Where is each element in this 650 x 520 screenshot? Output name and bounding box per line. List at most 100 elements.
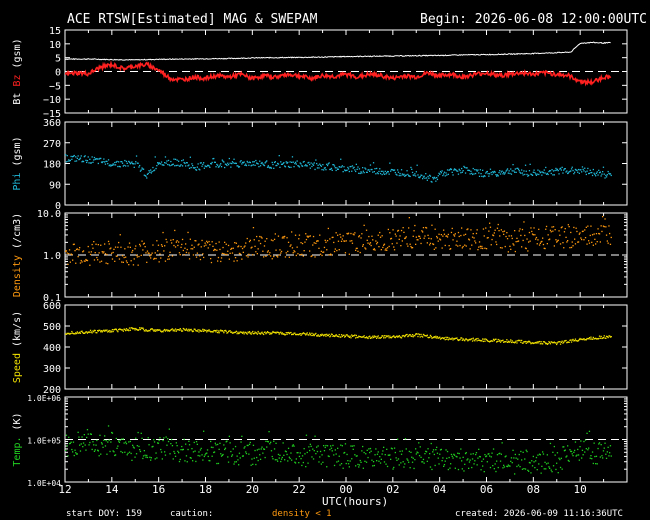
data-point xyxy=(282,442,284,444)
data-point xyxy=(488,340,490,343)
data-point xyxy=(252,164,255,166)
data-point xyxy=(413,174,415,177)
data-point xyxy=(292,444,294,446)
data-point xyxy=(284,235,286,238)
data-point xyxy=(264,331,266,333)
data-point xyxy=(453,454,456,456)
data-point xyxy=(594,173,596,176)
data-point xyxy=(475,452,478,454)
data-point xyxy=(300,163,302,165)
data-point xyxy=(534,467,536,469)
data-point xyxy=(492,448,495,450)
data-point xyxy=(153,258,155,260)
data-point xyxy=(227,332,229,334)
data-point xyxy=(305,434,308,436)
data-point xyxy=(368,169,370,171)
data-point xyxy=(127,452,129,454)
data-point xyxy=(532,171,534,173)
data-point xyxy=(245,451,247,453)
data-point xyxy=(471,244,473,246)
data-point xyxy=(206,452,208,454)
data-point xyxy=(307,162,309,164)
data-point xyxy=(531,460,533,462)
data-point xyxy=(258,240,260,242)
data-point xyxy=(351,170,353,172)
data-point xyxy=(596,463,598,465)
data-point xyxy=(598,335,601,337)
data-point xyxy=(350,337,352,339)
data-point xyxy=(398,464,400,466)
data-point xyxy=(570,246,573,249)
data-point xyxy=(567,172,569,175)
data-point xyxy=(599,337,601,339)
data-point xyxy=(230,450,232,453)
data-point xyxy=(139,245,142,247)
data-point xyxy=(157,244,160,246)
data-point xyxy=(317,240,319,242)
data-point xyxy=(65,154,67,156)
data-point xyxy=(439,173,441,175)
data-point xyxy=(455,169,457,171)
data-point xyxy=(287,447,290,449)
data-point xyxy=(439,170,442,173)
data-point xyxy=(456,456,458,458)
data-point xyxy=(204,329,206,332)
data-point xyxy=(226,164,228,167)
data-point xyxy=(330,168,332,170)
data-point xyxy=(217,166,220,168)
data-point xyxy=(121,161,123,163)
data-point xyxy=(410,451,412,453)
data-point xyxy=(231,331,233,333)
data-point xyxy=(182,159,184,161)
data-point xyxy=(199,455,201,457)
data-point xyxy=(231,161,234,163)
data-point xyxy=(193,441,195,444)
data-point xyxy=(434,228,436,230)
data-point xyxy=(269,443,271,445)
data-point xyxy=(107,441,109,443)
data-point xyxy=(448,169,450,171)
data-point xyxy=(538,170,541,172)
data-point xyxy=(464,244,466,246)
data-point xyxy=(220,453,222,455)
data-point xyxy=(275,249,277,251)
data-point xyxy=(462,170,464,172)
data-point xyxy=(88,444,90,446)
data-point xyxy=(137,264,139,266)
data-point xyxy=(468,339,470,341)
data-point xyxy=(343,334,345,336)
data-point xyxy=(463,339,465,341)
data-point xyxy=(441,337,443,339)
data-point xyxy=(418,177,421,179)
data-point xyxy=(252,330,254,333)
data-point xyxy=(598,337,600,340)
data-point xyxy=(329,336,331,338)
data-point xyxy=(532,234,534,236)
data-point xyxy=(486,461,488,463)
data-point xyxy=(118,165,121,168)
data-point xyxy=(435,449,437,451)
data-point xyxy=(420,456,422,458)
data-point xyxy=(380,170,382,172)
data-point xyxy=(523,170,525,172)
data-point xyxy=(343,452,345,454)
data-point xyxy=(302,332,304,334)
data-point xyxy=(68,249,71,251)
data-point xyxy=(351,445,354,447)
data-point xyxy=(206,449,209,451)
series-density xyxy=(65,216,612,266)
data-point xyxy=(364,247,366,249)
data-point xyxy=(69,261,71,263)
data-point xyxy=(487,340,489,342)
data-point xyxy=(495,174,497,176)
series-bz xyxy=(65,60,612,87)
data-point xyxy=(237,459,239,461)
data-point xyxy=(235,330,237,332)
data-point xyxy=(549,442,552,445)
data-point xyxy=(169,165,171,167)
data-point xyxy=(210,163,213,165)
data-point xyxy=(544,341,546,344)
data-point xyxy=(454,337,456,340)
data-point xyxy=(507,172,509,174)
data-point xyxy=(539,454,541,456)
